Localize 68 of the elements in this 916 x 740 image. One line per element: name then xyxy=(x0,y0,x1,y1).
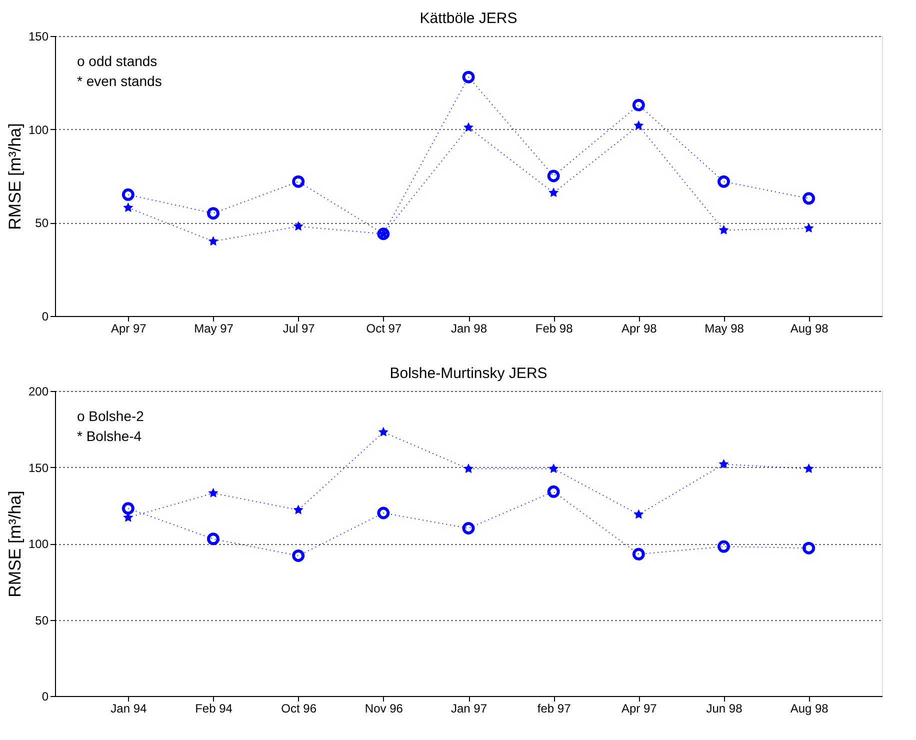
point xyxy=(464,464,474,474)
point xyxy=(462,70,475,84)
y-tick-label: 150 xyxy=(28,30,49,44)
point xyxy=(292,549,305,562)
y-axis-title: RMSE [m³/ha] xyxy=(5,490,24,598)
point xyxy=(718,175,730,188)
point xyxy=(804,223,814,233)
point xyxy=(292,175,305,188)
x-tick-label: Apr 97 xyxy=(621,702,658,716)
x-tick-label: Aug 98 xyxy=(790,702,829,716)
y-tick-label: 200 xyxy=(28,384,49,398)
annotation: o odd stands xyxy=(77,53,158,69)
point xyxy=(464,122,474,132)
point xyxy=(632,548,645,560)
point xyxy=(802,192,816,205)
point xyxy=(634,509,644,519)
x-tick-label: Jan 94 xyxy=(110,702,148,716)
point xyxy=(548,464,559,474)
point xyxy=(378,426,388,436)
point xyxy=(548,188,559,198)
y-tick-label: 50 xyxy=(35,613,49,628)
point xyxy=(634,120,644,130)
point xyxy=(207,207,220,220)
y-tick-label: 150 xyxy=(28,460,49,475)
point xyxy=(547,485,560,498)
x-tick-label: Aug 98 xyxy=(790,322,829,336)
point xyxy=(632,98,645,112)
point xyxy=(718,540,730,553)
point xyxy=(208,236,218,246)
x-tick-label: Nov 96 xyxy=(364,702,404,716)
y-axis-title: RMSE [m³/ha] xyxy=(5,123,24,230)
x-tick-label: Jan 97 xyxy=(450,702,488,716)
x-tick-label: May 98 xyxy=(704,322,744,336)
point xyxy=(122,502,134,515)
x-tick-label: Feb 98 xyxy=(535,322,574,336)
x-tick-label: Jun 98 xyxy=(706,702,743,716)
y-tick-label: 50 xyxy=(35,216,49,230)
point xyxy=(462,522,475,534)
point xyxy=(207,532,220,546)
y-tick-label: 100 xyxy=(28,537,49,551)
x-tick-label: Apr 97 xyxy=(110,322,147,336)
point xyxy=(802,542,816,554)
point xyxy=(293,504,304,514)
point xyxy=(377,506,390,520)
point xyxy=(718,224,729,234)
x-tick-label: Apr 98 xyxy=(621,322,658,336)
point xyxy=(122,188,134,201)
annotation: * even stands xyxy=(77,73,162,89)
chart-title: Kättböle JERS xyxy=(420,10,518,27)
point xyxy=(123,202,134,212)
point xyxy=(293,221,304,231)
x-tick-label: May 97 xyxy=(194,322,234,336)
x-tick-label: Oct 97 xyxy=(366,322,402,336)
y-tick-label: 100 xyxy=(28,122,49,137)
x-tick-label: Jul 97 xyxy=(282,322,316,336)
x-tick-label: Jan 98 xyxy=(450,322,488,336)
x-tick-label: Oct 96 xyxy=(281,702,317,716)
chart-title: Bolshe-Murtinsky JERS xyxy=(390,365,548,382)
annotation: o Bolshe-2 xyxy=(77,408,144,424)
point xyxy=(208,488,218,498)
x-tick-label: Feb 94 xyxy=(195,702,233,716)
x-tick-label: feb 97 xyxy=(537,702,572,716)
y-tick-label: 0 xyxy=(42,310,49,324)
point xyxy=(547,170,560,182)
annotation: * Bolshe-4 xyxy=(77,428,142,444)
point xyxy=(718,458,729,468)
y-tick-label: 0 xyxy=(42,690,49,704)
point xyxy=(804,464,814,474)
